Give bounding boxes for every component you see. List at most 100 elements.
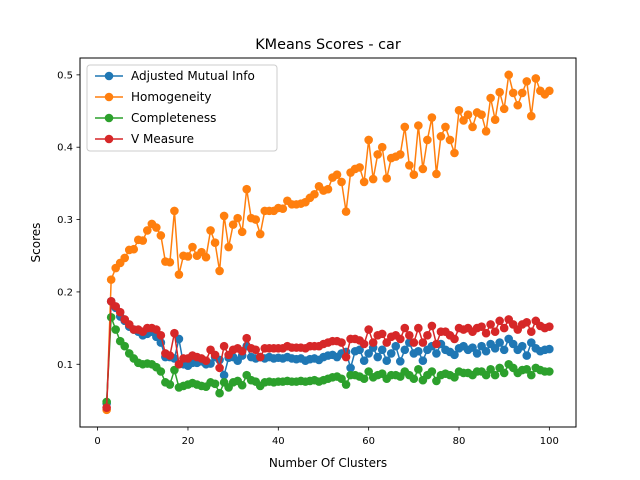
data-point: [215, 266, 224, 276]
data-point: [445, 135, 455, 145]
y-tick-label: 0.5: [57, 70, 73, 81]
data-point: [382, 174, 392, 183]
data-point: [454, 106, 464, 115]
series-v-measure: [102, 297, 554, 412]
data-point: [129, 244, 139, 254]
legend-label: Completeness: [131, 111, 216, 125]
data-point: [545, 322, 554, 331]
data-point: [432, 349, 441, 358]
data-point: [495, 316, 504, 326]
data-point: [377, 345, 387, 355]
data-point: [143, 226, 152, 235]
data-point: [152, 325, 161, 334]
data-point: [423, 135, 432, 145]
legend-marker: [104, 92, 114, 102]
data-point: [490, 370, 500, 380]
data-point: [414, 323, 423, 333]
data-point: [463, 110, 473, 119]
data-point: [188, 242, 197, 252]
plot-frame: [79, 57, 577, 428]
x-tick-label: 0: [94, 436, 100, 447]
data-point: [522, 365, 532, 374]
series-homogeneity: [102, 70, 554, 415]
data-point: [409, 338, 419, 347]
data-point: [486, 320, 495, 329]
data-point: [377, 329, 387, 339]
data-point: [377, 142, 387, 152]
y-tick-label: 0.2: [57, 287, 73, 298]
data-point: [341, 352, 351, 362]
data-point: [477, 110, 486, 119]
data-point: [323, 184, 333, 194]
legend-label: V Measure: [131, 132, 194, 146]
data-point: [359, 339, 369, 349]
data-point: [468, 122, 477, 132]
data-point: [210, 379, 220, 389]
data-point: [486, 93, 495, 103]
data-point: [359, 177, 369, 187]
legend-item: Completeness: [95, 111, 216, 125]
data-point: [423, 331, 432, 340]
data-point: [165, 380, 175, 389]
data-point: [545, 86, 554, 96]
x-tick-label: 100: [540, 436, 559, 447]
data-point: [332, 170, 342, 180]
data-point: [219, 211, 229, 221]
data-point: [310, 189, 319, 199]
data-point: [120, 341, 130, 351]
data-point: [499, 345, 509, 355]
data-point: [201, 356, 211, 365]
data-point: [156, 367, 166, 376]
data-point: [364, 349, 373, 358]
data-point: [499, 323, 509, 333]
data-point: [450, 372, 459, 382]
data-point: [102, 403, 111, 412]
data-point: [174, 334, 184, 344]
data-point: [526, 327, 536, 337]
y-axis-label: Scores: [29, 223, 43, 263]
data-point: [432, 169, 441, 179]
data-point: [337, 177, 346, 187]
data-point: [341, 207, 351, 216]
data-point: [526, 338, 536, 347]
data-point: [450, 148, 459, 158]
legend-item: Homogeneity: [95, 90, 212, 104]
legend-label: Adjusted Mutual Info: [131, 69, 255, 83]
data-point: [210, 238, 220, 248]
data-point: [405, 160, 414, 170]
legend-label: Homogeneity: [131, 90, 212, 104]
x-tick-label: 60: [362, 436, 375, 447]
data-point: [170, 206, 179, 216]
x-tick-label: 80: [453, 436, 466, 447]
data-point: [138, 236, 148, 245]
legend-marker: [104, 71, 114, 81]
data-point: [237, 227, 247, 237]
plot-area: [102, 70, 554, 415]
chart-title: KMeans Scores - car: [255, 37, 401, 53]
data-point: [545, 367, 554, 376]
data-point: [111, 325, 120, 334]
data-point: [405, 331, 414, 340]
data-point: [450, 334, 459, 344]
data-point: [522, 351, 532, 360]
legend: Adjusted Mutual Info Homogeneity Completen…: [86, 64, 278, 152]
data-point: [210, 350, 220, 360]
data-point: [237, 346, 247, 356]
data-point: [183, 252, 193, 261]
data-point: [355, 345, 364, 355]
data-point: [373, 150, 382, 159]
data-point: [368, 174, 378, 184]
x-axis: 0 20 40 60 80 100: [94, 427, 559, 447]
data-point: [115, 307, 125, 317]
data-point: [382, 338, 392, 347]
data-point: [170, 365, 179, 375]
legend-box: [86, 64, 278, 152]
data-point: [242, 333, 251, 343]
data-point: [251, 345, 261, 355]
x-tick-label: 20: [182, 436, 195, 447]
y-tick-label: 0.1: [57, 360, 73, 371]
data-point: [432, 339, 441, 349]
data-point: [545, 344, 554, 354]
data-point: [242, 184, 251, 194]
data-point: [526, 370, 536, 380]
